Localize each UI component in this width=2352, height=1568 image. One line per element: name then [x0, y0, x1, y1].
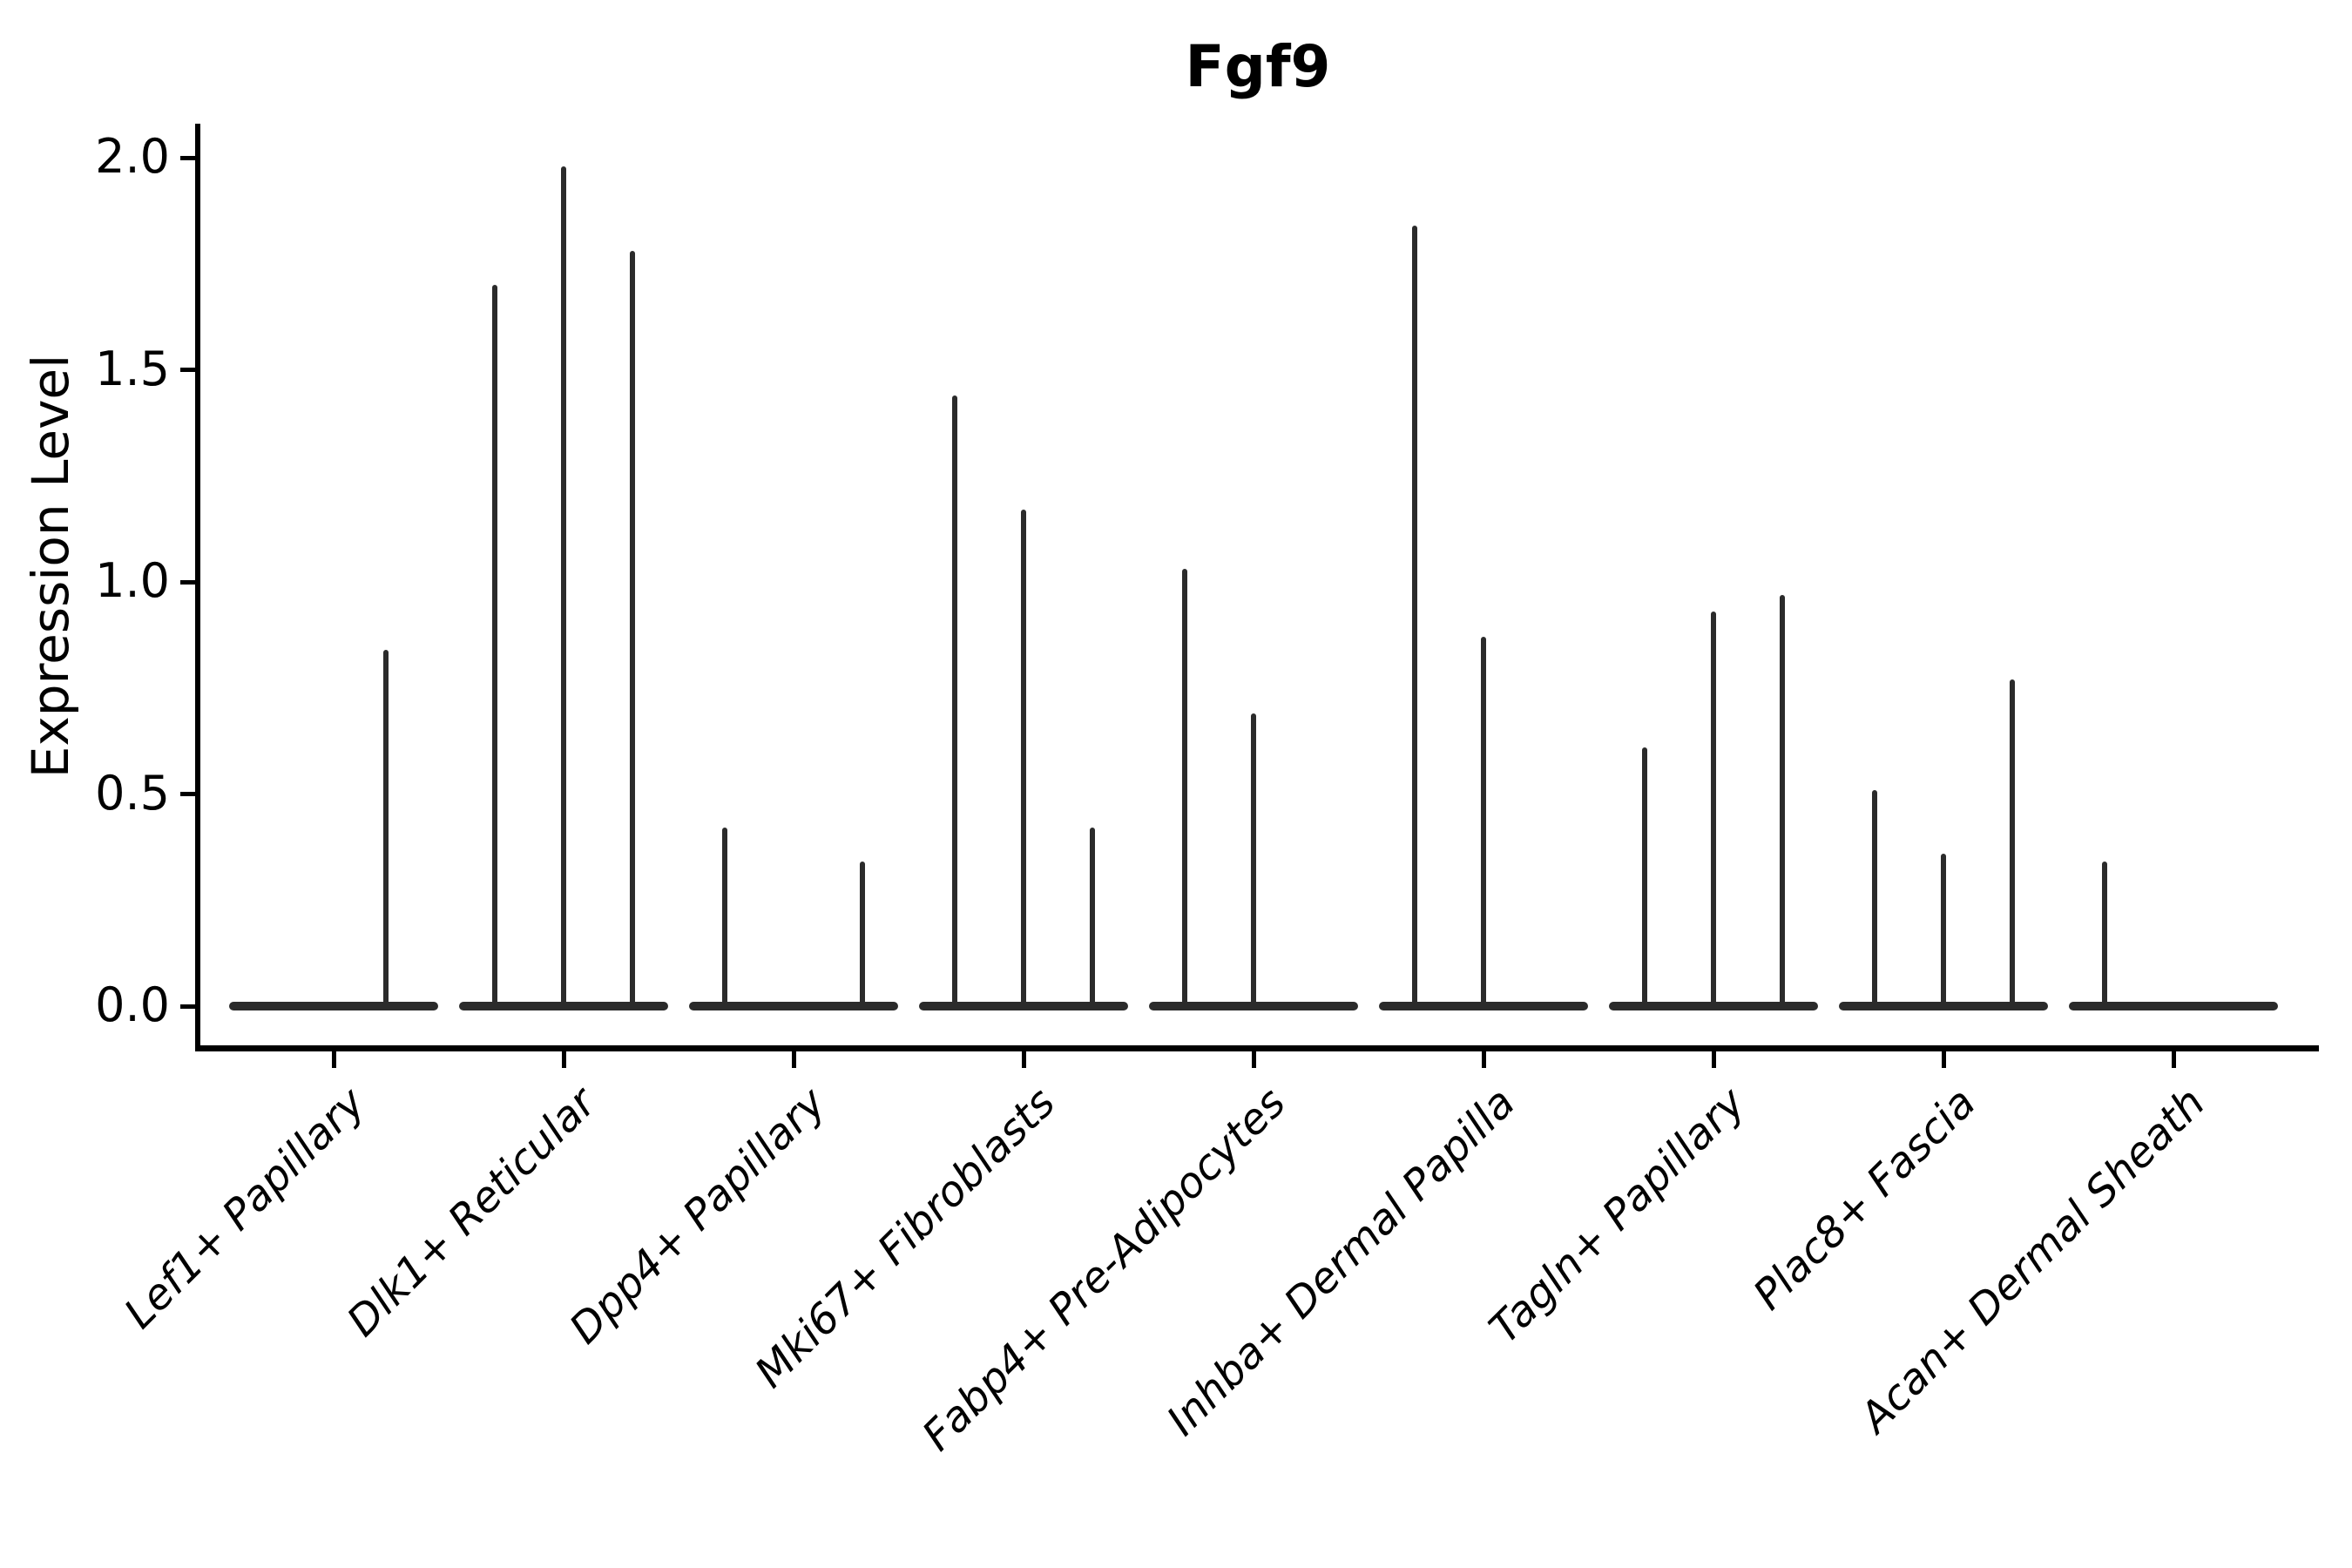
y-tick-mark	[180, 579, 196, 585]
x-tick-mark	[1941, 1051, 1946, 1068]
violin-zero-bar	[2069, 1002, 2278, 1010]
violin-spike	[1251, 713, 1256, 1010]
y-tick-label: 0.5	[95, 765, 170, 821]
violin-spike	[492, 285, 497, 1010]
y-tick-label: 1.0	[95, 553, 170, 608]
violin-spike	[1412, 225, 1417, 1010]
chart-title: Fgf9	[1185, 33, 1331, 100]
y-tick-mark	[180, 155, 196, 160]
x-tick-label: Dpp4+ Papillary	[559, 1078, 835, 1354]
violin-spike	[1872, 789, 1877, 1010]
violin-spike	[1481, 637, 1486, 1010]
y-tick-label: 2.0	[95, 129, 170, 184]
x-tick-mark	[1021, 1051, 1026, 1068]
x-tick-label: Tagln+ Papillary	[1480, 1078, 1755, 1354]
violin-spike	[1941, 853, 1946, 1010]
violin-spike	[860, 862, 865, 1010]
violin-spike	[1021, 510, 1026, 1010]
violin-spike	[722, 828, 727, 1010]
x-tick-mark	[1251, 1051, 1256, 1068]
x-axis-spine	[195, 1045, 2319, 1051]
violin-spike	[630, 251, 635, 1010]
x-tick-mark	[1711, 1051, 1716, 1068]
x-tick-mark	[791, 1051, 796, 1068]
violin-spike	[952, 395, 957, 1010]
violin-spike	[2010, 679, 2015, 1010]
violin-spike	[1711, 612, 1716, 1010]
x-tick-mark	[331, 1051, 336, 1068]
y-tick-mark	[180, 368, 196, 372]
violin-spike	[383, 649, 389, 1010]
y-tick-mark	[180, 792, 196, 796]
x-tick-label: Lef1+ Papillary	[115, 1078, 375, 1338]
x-tick-mark	[2171, 1051, 2176, 1068]
violin-spike	[561, 166, 566, 1010]
y-tick-label: 0.0	[95, 977, 170, 1032]
violin-spike	[1642, 747, 1647, 1010]
y-tick-label: 1.5	[95, 341, 170, 396]
violin-zero-bar	[689, 1002, 898, 1010]
violin-spike	[1090, 828, 1095, 1010]
violin-zero-bar	[229, 1002, 438, 1010]
y-tick-mark	[180, 1004, 196, 1009]
violin-spike	[2102, 862, 2107, 1010]
x-tick-label: Dlk1+ Reticular	[337, 1078, 605, 1347]
x-tick-label: Plac8+ Fascia	[1743, 1078, 1985, 1320]
y-axis-spine	[195, 124, 200, 1051]
violin-spike	[1780, 594, 1785, 1010]
x-tick-mark	[1481, 1051, 1486, 1068]
violin-spike	[1182, 569, 1187, 1010]
x-tick-mark	[561, 1051, 566, 1068]
